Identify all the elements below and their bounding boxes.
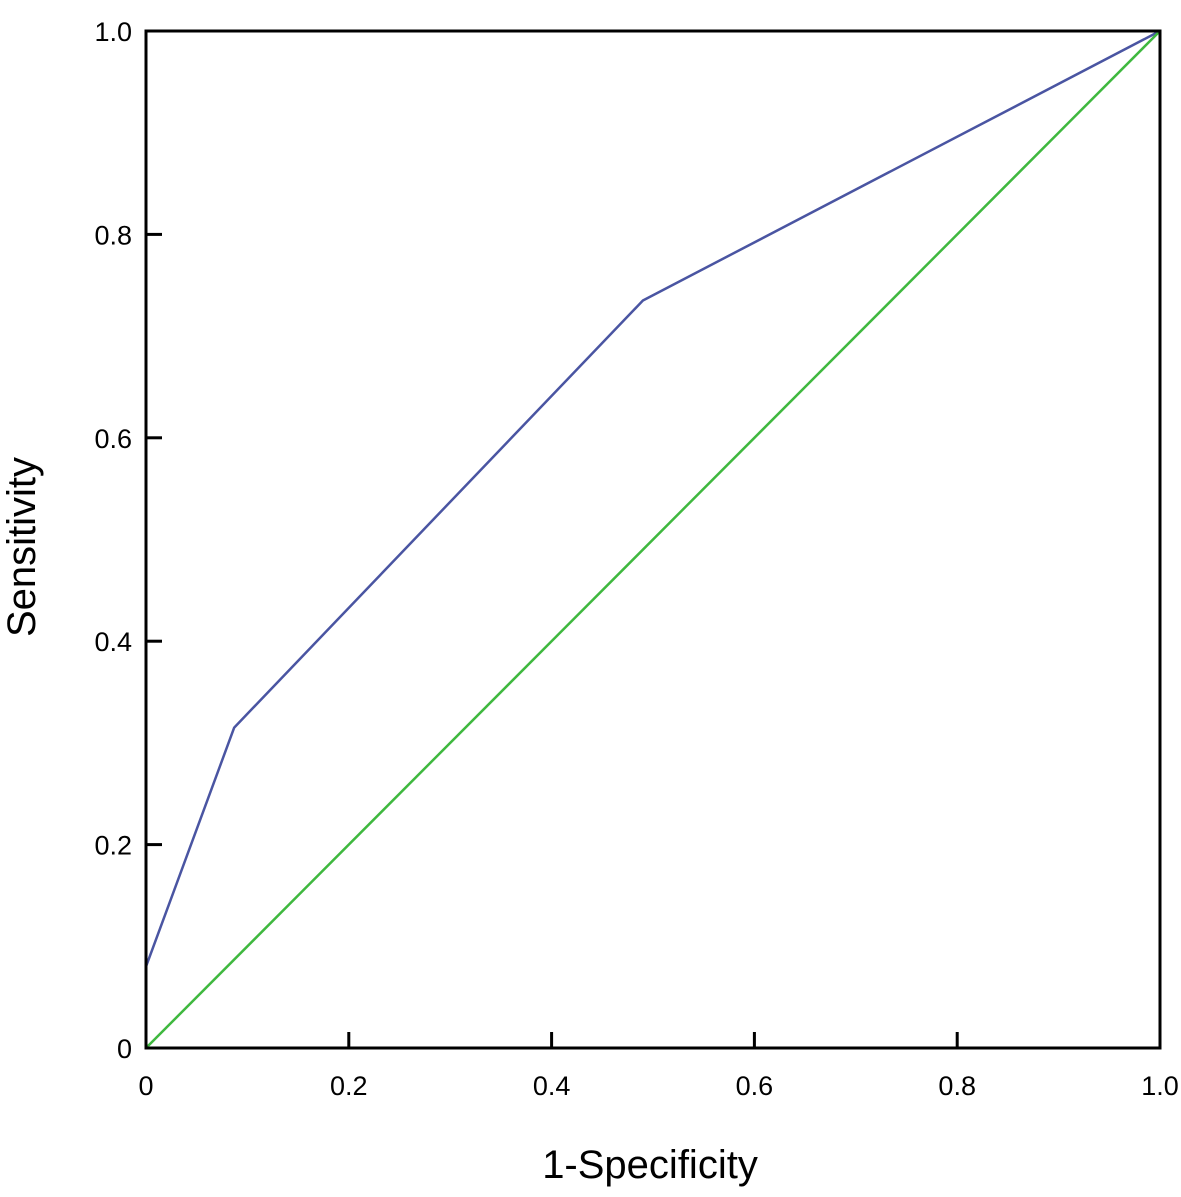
plot-frame (144, 29, 1162, 1050)
roc-curve-line (144, 29, 1161, 968)
x-tick-label: 0 (138, 1071, 153, 1101)
x-tick-label: 0.6 (736, 1071, 774, 1101)
series-layer (144, 29, 1161, 1049)
x-tick-label: 0.8 (938, 1071, 976, 1101)
x-tick-label: 0.2 (330, 1071, 368, 1101)
y-axis-title: Sensitivity (0, 457, 44, 637)
y-tick-label: 0.6 (94, 424, 132, 454)
x-tick-label: 1.0 (1141, 1071, 1179, 1101)
y-tick-label: 0.4 (94, 627, 132, 657)
x-tick-label: 0.4 (533, 1071, 571, 1101)
x-axis-title: 1-Specificity (542, 1143, 758, 1187)
y-tick-label: 1.0 (94, 17, 132, 47)
y-tick-label: 0.2 (94, 831, 132, 861)
axes-layer: 0 0.2 0.4 0.6 0.8 1.0 0 0.2 0.4 0.6 0.8 1.0 (94, 17, 1178, 1101)
y-tick-label: 0.8 (94, 220, 132, 250)
reference-diagonal-line (145, 30, 1161, 1049)
y-tick-label: 0 (117, 1034, 132, 1064)
